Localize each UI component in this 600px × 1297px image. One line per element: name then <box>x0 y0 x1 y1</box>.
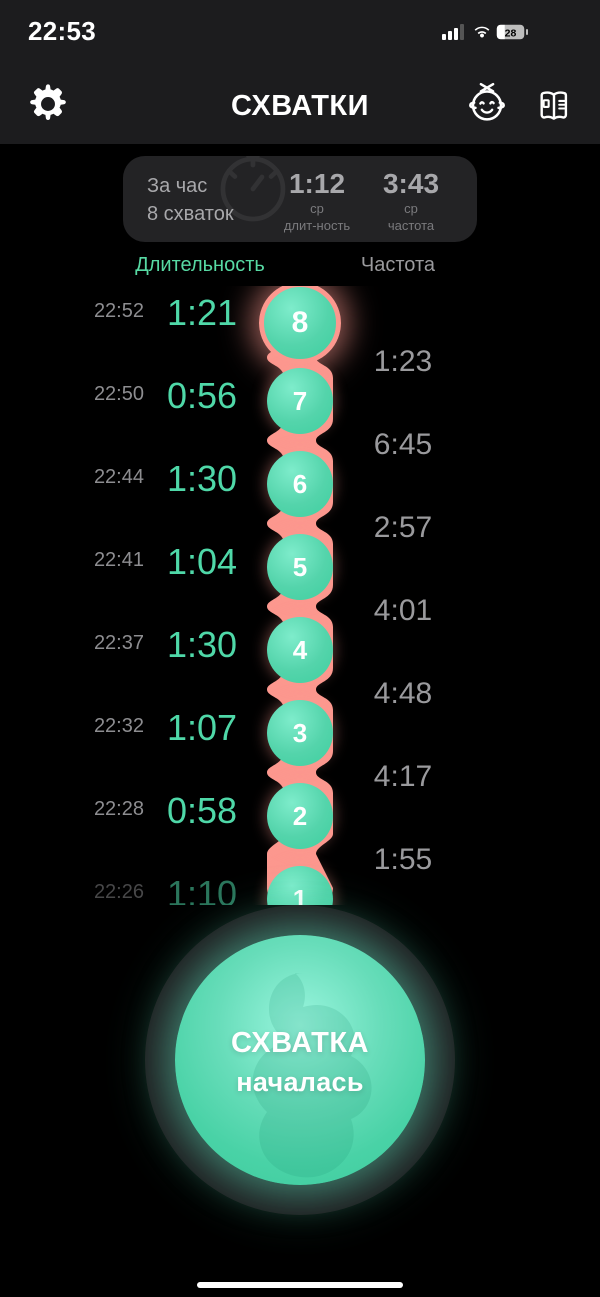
svg-text:28: 28 <box>505 27 517 39</box>
